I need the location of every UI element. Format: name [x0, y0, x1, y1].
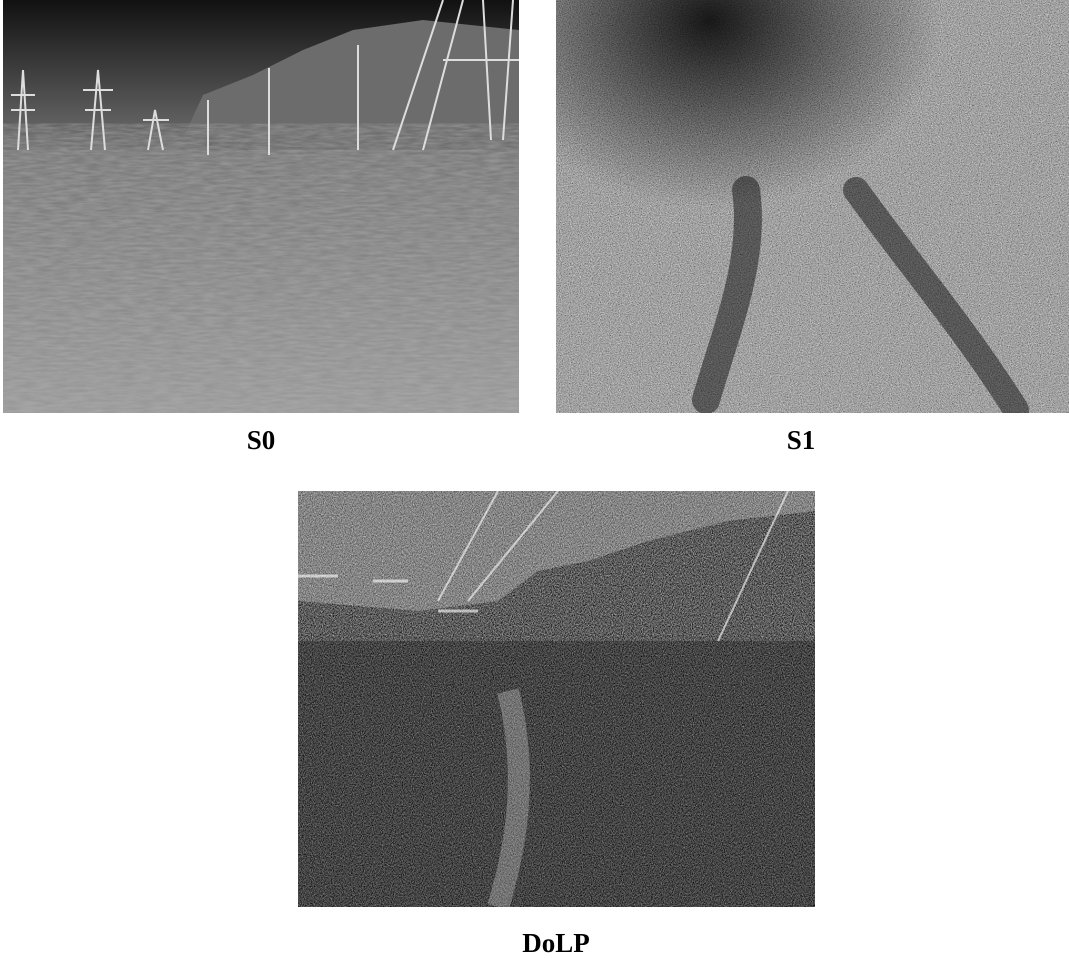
figure: S0 S1 DoLP (() => { const data = JSON.pa… — [0, 0, 1069, 959]
panel-label: DoLP — [456, 928, 656, 959]
s0-image — [3, 0, 519, 413]
s1-image — [556, 0, 1069, 413]
panel-label: S0 — [161, 425, 361, 456]
panel-label: S1 — [701, 425, 901, 456]
dolp-image — [298, 491, 815, 907]
